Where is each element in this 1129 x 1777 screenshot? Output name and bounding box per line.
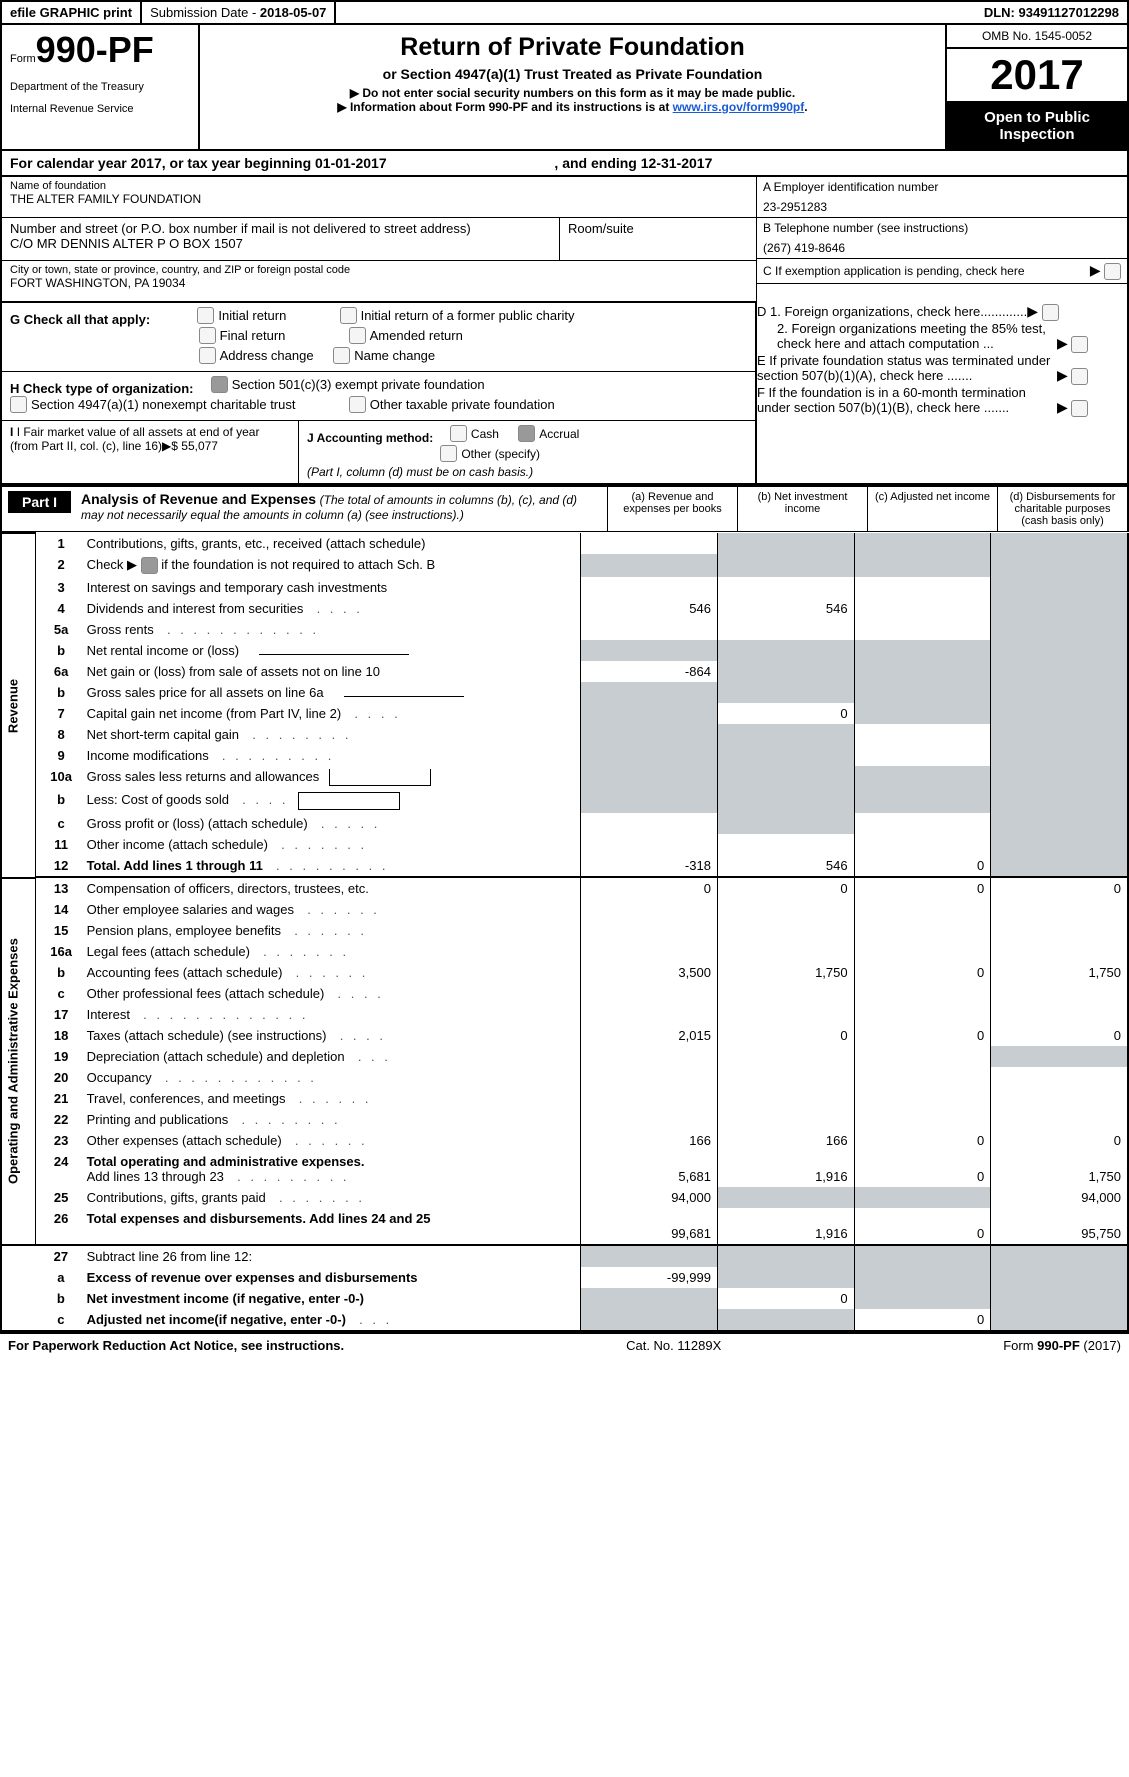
checkbox-501c3[interactable] bbox=[211, 376, 228, 393]
footer-mid: Cat. No. 11289X bbox=[626, 1338, 721, 1353]
checkbox-accrual[interactable] bbox=[518, 425, 535, 442]
ein-label: A Employer identification number bbox=[763, 180, 938, 194]
submission-label: Submission Date - bbox=[150, 5, 260, 20]
checkbox-name-change[interactable] bbox=[333, 347, 350, 364]
dln-label: DLN: bbox=[984, 5, 1019, 20]
open-to-public: Open to Public Inspection bbox=[947, 103, 1127, 149]
city-label: City or town, state or province, country… bbox=[10, 264, 748, 276]
col-b-header: (b) Net investment income bbox=[737, 487, 867, 531]
checkbox-e[interactable] bbox=[1071, 368, 1088, 385]
section-g: G Check all that apply: Initial return I… bbox=[2, 303, 755, 372]
phone-value: (267) 419-8646 bbox=[763, 241, 845, 255]
checkbox-other-taxable[interactable] bbox=[349, 396, 366, 413]
checkbox-former-charity[interactable] bbox=[340, 307, 357, 324]
ein-value: 23-2951283 bbox=[763, 200, 827, 214]
checkbox-final-return[interactable] bbox=[199, 327, 216, 344]
part1-tag: Part I bbox=[8, 491, 71, 513]
l7-b: 0 bbox=[717, 703, 854, 724]
revenue-label: Revenue bbox=[1, 533, 35, 878]
section-f: F If the foundation is in a 60-month ter… bbox=[757, 385, 1057, 415]
footer-form-no: 990-PF bbox=[1037, 1338, 1080, 1353]
section-d1: D 1. Foreign organizations, check here..… bbox=[757, 304, 1027, 319]
dept-treasury: Department of the Treasury bbox=[10, 81, 190, 93]
l4-a: 546 bbox=[581, 598, 718, 619]
l12-b: 546 bbox=[717, 855, 854, 877]
l12-a: -318 bbox=[581, 855, 718, 877]
col-d-header: (d) Disbursements for charitable purpose… bbox=[997, 487, 1127, 531]
checkbox-f[interactable] bbox=[1071, 400, 1088, 417]
checkbox-initial-return[interactable] bbox=[197, 307, 214, 324]
form-title: Return of Private Foundation bbox=[208, 33, 937, 62]
address-value: C/O MR DENNIS ALTER P O BOX 1507 bbox=[10, 236, 551, 251]
tax-year-start: 01-01-2017 bbox=[315, 155, 387, 171]
irs-link[interactable]: www.irs.gov/form990pf bbox=[673, 100, 805, 114]
checkbox-cash[interactable] bbox=[450, 425, 467, 442]
l6a-a: -864 bbox=[581, 661, 718, 682]
checkbox-other-method[interactable] bbox=[440, 445, 457, 462]
checkbox-d1[interactable] bbox=[1042, 304, 1059, 321]
page-footer: For Paperwork Reduction Act Notice, see … bbox=[0, 1332, 1129, 1357]
col-c-header: (c) Adjusted net income bbox=[867, 487, 997, 531]
l4-b: 546 bbox=[717, 598, 854, 619]
checkbox-4947a1[interactable] bbox=[10, 396, 27, 413]
l27c-c: 0 bbox=[854, 1309, 991, 1331]
foundation-name: THE ALTER FAMILY FOUNDATION bbox=[10, 192, 748, 206]
checkbox-amended-return[interactable] bbox=[349, 327, 366, 344]
city-value: FORT WASHINGTON, PA 19034 bbox=[10, 276, 748, 290]
fmv-value: 55,077 bbox=[181, 439, 218, 453]
checkbox-d2[interactable] bbox=[1071, 336, 1088, 353]
checkbox-sch-b[interactable] bbox=[141, 557, 158, 574]
part1-title: Analysis of Revenue and Expenses bbox=[81, 491, 316, 507]
calendar-year-row: For calendar year 2017, or tax year begi… bbox=[0, 151, 1129, 177]
room-label: Room/suite bbox=[568, 221, 748, 236]
efile-label: efile GRAPHIC print bbox=[10, 5, 132, 20]
form-number: 990-PF bbox=[36, 29, 154, 70]
section-e: E If private foundation status was termi… bbox=[757, 353, 1057, 383]
tax-year-end: 12-31-2017 bbox=[641, 155, 713, 171]
fmv-label: I Fair market value of all assets at end… bbox=[10, 425, 259, 453]
col-a-header: (a) Revenue and expenses per books bbox=[607, 487, 737, 531]
dept-irs: Internal Revenue Service bbox=[10, 103, 190, 115]
phone-label: B Telephone number (see instructions) bbox=[763, 221, 968, 235]
tax-year: 2017 bbox=[947, 49, 1127, 103]
expenses-label: Operating and Administrative Expenses bbox=[1, 878, 35, 1245]
footer-left: For Paperwork Reduction Act Notice, see … bbox=[8, 1338, 344, 1353]
section-c: C If exemption application is pending, c… bbox=[763, 264, 1025, 278]
form-note1: ▶ Do not enter social security numbers o… bbox=[208, 86, 937, 100]
dln-value: 93491127012298 bbox=[1018, 5, 1119, 20]
omb-number: OMB No. 1545-0052 bbox=[947, 25, 1127, 49]
l27a-a: -99,999 bbox=[581, 1267, 718, 1288]
l12-c: 0 bbox=[854, 855, 991, 877]
address-label: Number and street (or P.O. box number if… bbox=[10, 221, 551, 236]
form-word: Form bbox=[10, 53, 36, 65]
section-d2: 2. Foreign organizations meeting the 85%… bbox=[757, 321, 1057, 351]
l27b-b: 0 bbox=[717, 1288, 854, 1309]
j-note: (Part I, column (d) must be on cash basi… bbox=[307, 465, 533, 479]
top-bar: efile GRAPHIC print Submission Date - 20… bbox=[0, 0, 1129, 25]
checkbox-c[interactable] bbox=[1104, 263, 1121, 280]
foundation-name-label: Name of foundation bbox=[10, 180, 748, 192]
form-header: Form990-PF Department of the Treasury In… bbox=[0, 25, 1129, 151]
form-note2: ▶ Information about Form 990-PF and its … bbox=[337, 100, 672, 114]
part1-table: Revenue 1Contributions, gifts, grants, e… bbox=[0, 532, 1129, 1332]
section-h: H Check type of organization: Section 50… bbox=[2, 372, 755, 421]
checkbox-address-change[interactable] bbox=[199, 347, 216, 364]
submission-date: 2018-05-07 bbox=[260, 5, 327, 20]
form-subtitle: or Section 4947(a)(1) Trust Treated as P… bbox=[208, 66, 937, 82]
